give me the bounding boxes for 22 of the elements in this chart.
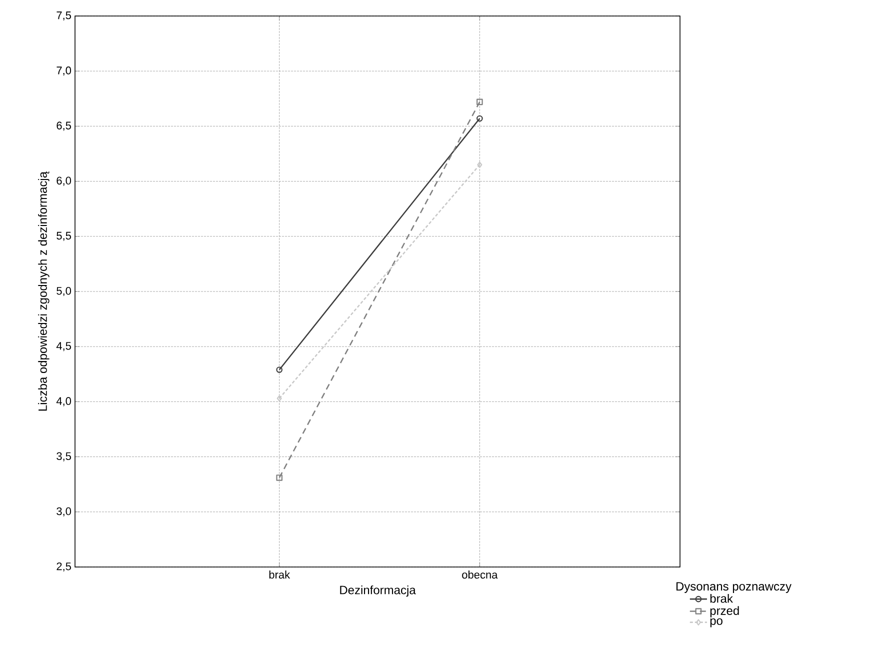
point	[476, 98, 483, 106]
y-tick-label: 6,5	[56, 122, 71, 131]
point	[276, 395, 282, 402]
legend-title: Dysonans poznawczy	[676, 582, 792, 593]
y-tick-label: 4,5	[56, 342, 71, 352]
legend-label: brak	[710, 594, 733, 603]
y-tick-label: 7,0	[56, 66, 72, 76]
y-tick-label: 3,5	[56, 452, 71, 462]
point	[276, 474, 282, 481]
legend-label: po	[710, 618, 722, 628]
y-tick-label: 3,0	[56, 507, 72, 516]
x-axis-title: Dezinformacja	[340, 585, 416, 597]
y-tick-label: 2,5	[56, 562, 71, 572]
y-tick-label: 4,0	[56, 397, 72, 406]
y-tick-label: 5,0	[56, 286, 72, 296]
y-axis-title: Liczba odpowiedzi zgodnych z dezinformacją	[38, 171, 50, 411]
point	[477, 162, 482, 168]
y-tick-label: 5,5	[56, 232, 71, 241]
y-tick-label: 7,5	[56, 12, 71, 20]
x-tick-label: obecna	[462, 570, 498, 579]
y-tick-label: 6,0	[56, 176, 72, 186]
legend-label: przed	[710, 606, 739, 618]
